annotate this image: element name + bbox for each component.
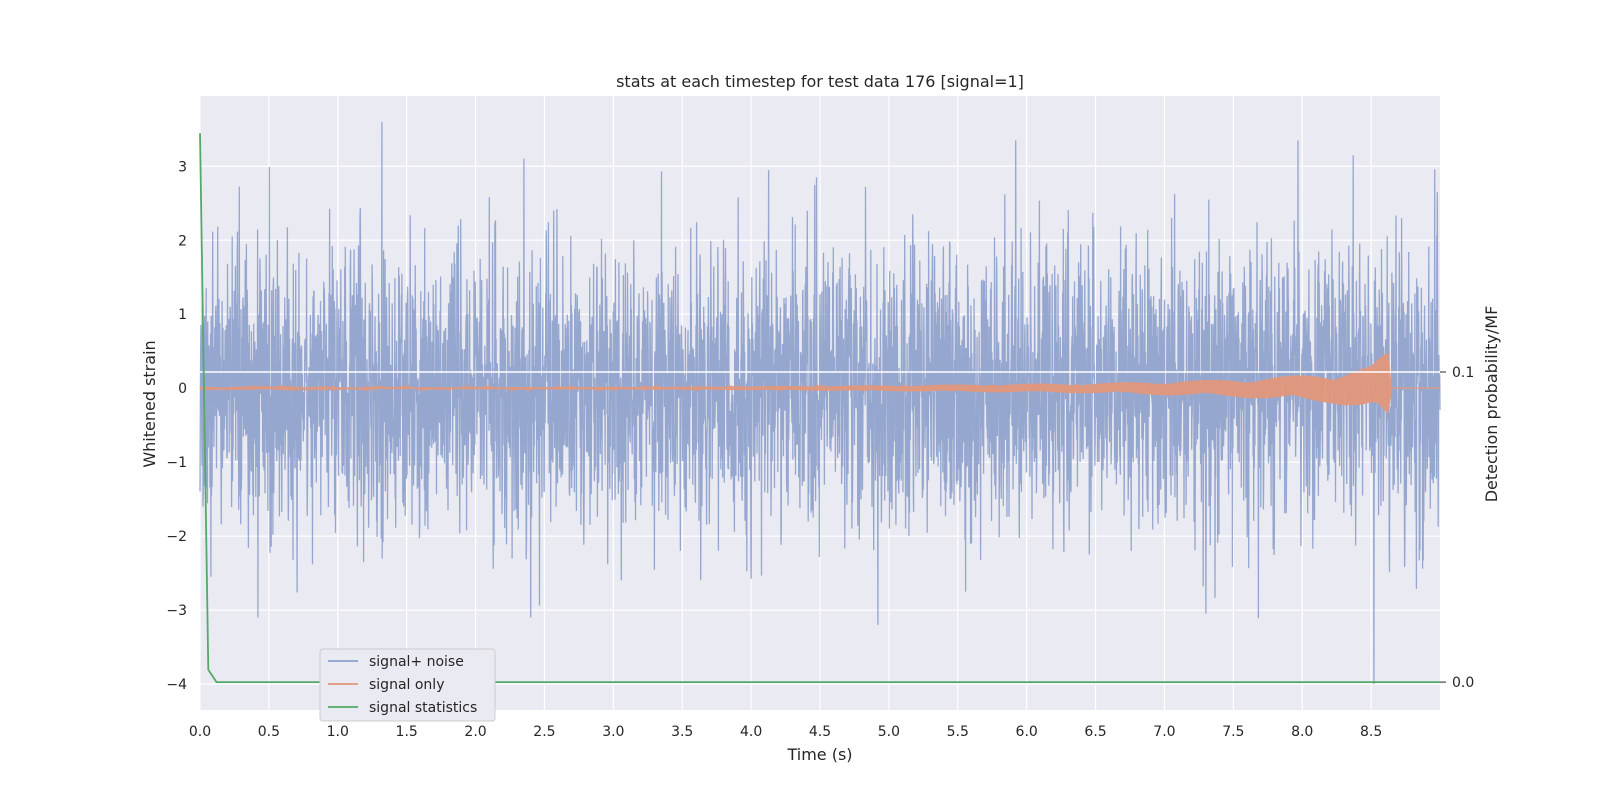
y-axis-label: Whitened strain bbox=[140, 340, 159, 467]
x-tick-label: 8.5 bbox=[1360, 724, 1382, 740]
y2-tick-label: 0.1 bbox=[1452, 365, 1474, 381]
y-tick-label: −3 bbox=[166, 603, 187, 619]
series-signal-only bbox=[199, 352, 1440, 414]
legend-label-noise: signal+ noise bbox=[369, 654, 464, 670]
x-tick-label: 0.0 bbox=[189, 724, 211, 740]
y2-tick-label: 0.0 bbox=[1452, 675, 1474, 691]
x-tick-label: 3.5 bbox=[671, 724, 693, 740]
y-tick-label: 1 bbox=[178, 307, 187, 323]
y-tick-label: 2 bbox=[178, 233, 187, 249]
x-tick-label: 4.0 bbox=[740, 724, 762, 740]
x-axis-label: Time (s) bbox=[786, 745, 852, 764]
series-signal-statistics bbox=[199, 133, 1440, 683]
x-tick-label: 8.0 bbox=[1291, 724, 1313, 740]
series-layer bbox=[199, 121, 1441, 685]
x-tick-label: 4.5 bbox=[809, 724, 831, 740]
series-signal-noise bbox=[199, 121, 1441, 685]
x-tick-label: 5.5 bbox=[947, 724, 969, 740]
chart-title: stats at each timestep for test data 176… bbox=[616, 72, 1024, 91]
legend: signal+ noise signal only signal statist… bbox=[319, 648, 496, 722]
y-tick-label: −1 bbox=[166, 455, 187, 471]
x-tick-label: 6.5 bbox=[1084, 724, 1106, 740]
x-tick-label: 1.5 bbox=[396, 724, 418, 740]
x-tick-label: 1.0 bbox=[327, 724, 349, 740]
y-tick-label: −4 bbox=[166, 677, 187, 693]
x-tick-label: 7.5 bbox=[1222, 724, 1244, 740]
x-tick-label: 5.0 bbox=[878, 724, 900, 740]
y-tick-label: 0 bbox=[178, 381, 187, 397]
y-axis-right: 0.1 0.0 bbox=[1440, 365, 1474, 691]
x-axis: 0.0 0.5 1.0 1.5 2.0 2.5 3.0 3.5 4.0 4.5 5.0 5.5 6.0 6… bbox=[189, 724, 1382, 740]
y-tick-label: −2 bbox=[166, 529, 187, 545]
x-tick-label: 6.0 bbox=[1016, 724, 1038, 740]
legend-label-stats: signal statistics bbox=[369, 700, 477, 716]
y-axis-left: 3 2 1 0 −1 −2 −3 −4 bbox=[166, 159, 187, 693]
y2-axis-label: Detection probability/MF bbox=[1482, 306, 1501, 503]
y-tick-label: 3 bbox=[178, 159, 187, 175]
x-tick-label: 2.5 bbox=[533, 724, 555, 740]
legend-box bbox=[319, 648, 496, 722]
x-tick-label: 7.0 bbox=[1153, 724, 1175, 740]
legend-label-signal: signal only bbox=[369, 677, 444, 693]
x-tick-label: 3.0 bbox=[602, 724, 624, 740]
x-tick-label: 0.5 bbox=[258, 724, 280, 740]
x-tick-label: 2.0 bbox=[464, 724, 486, 740]
